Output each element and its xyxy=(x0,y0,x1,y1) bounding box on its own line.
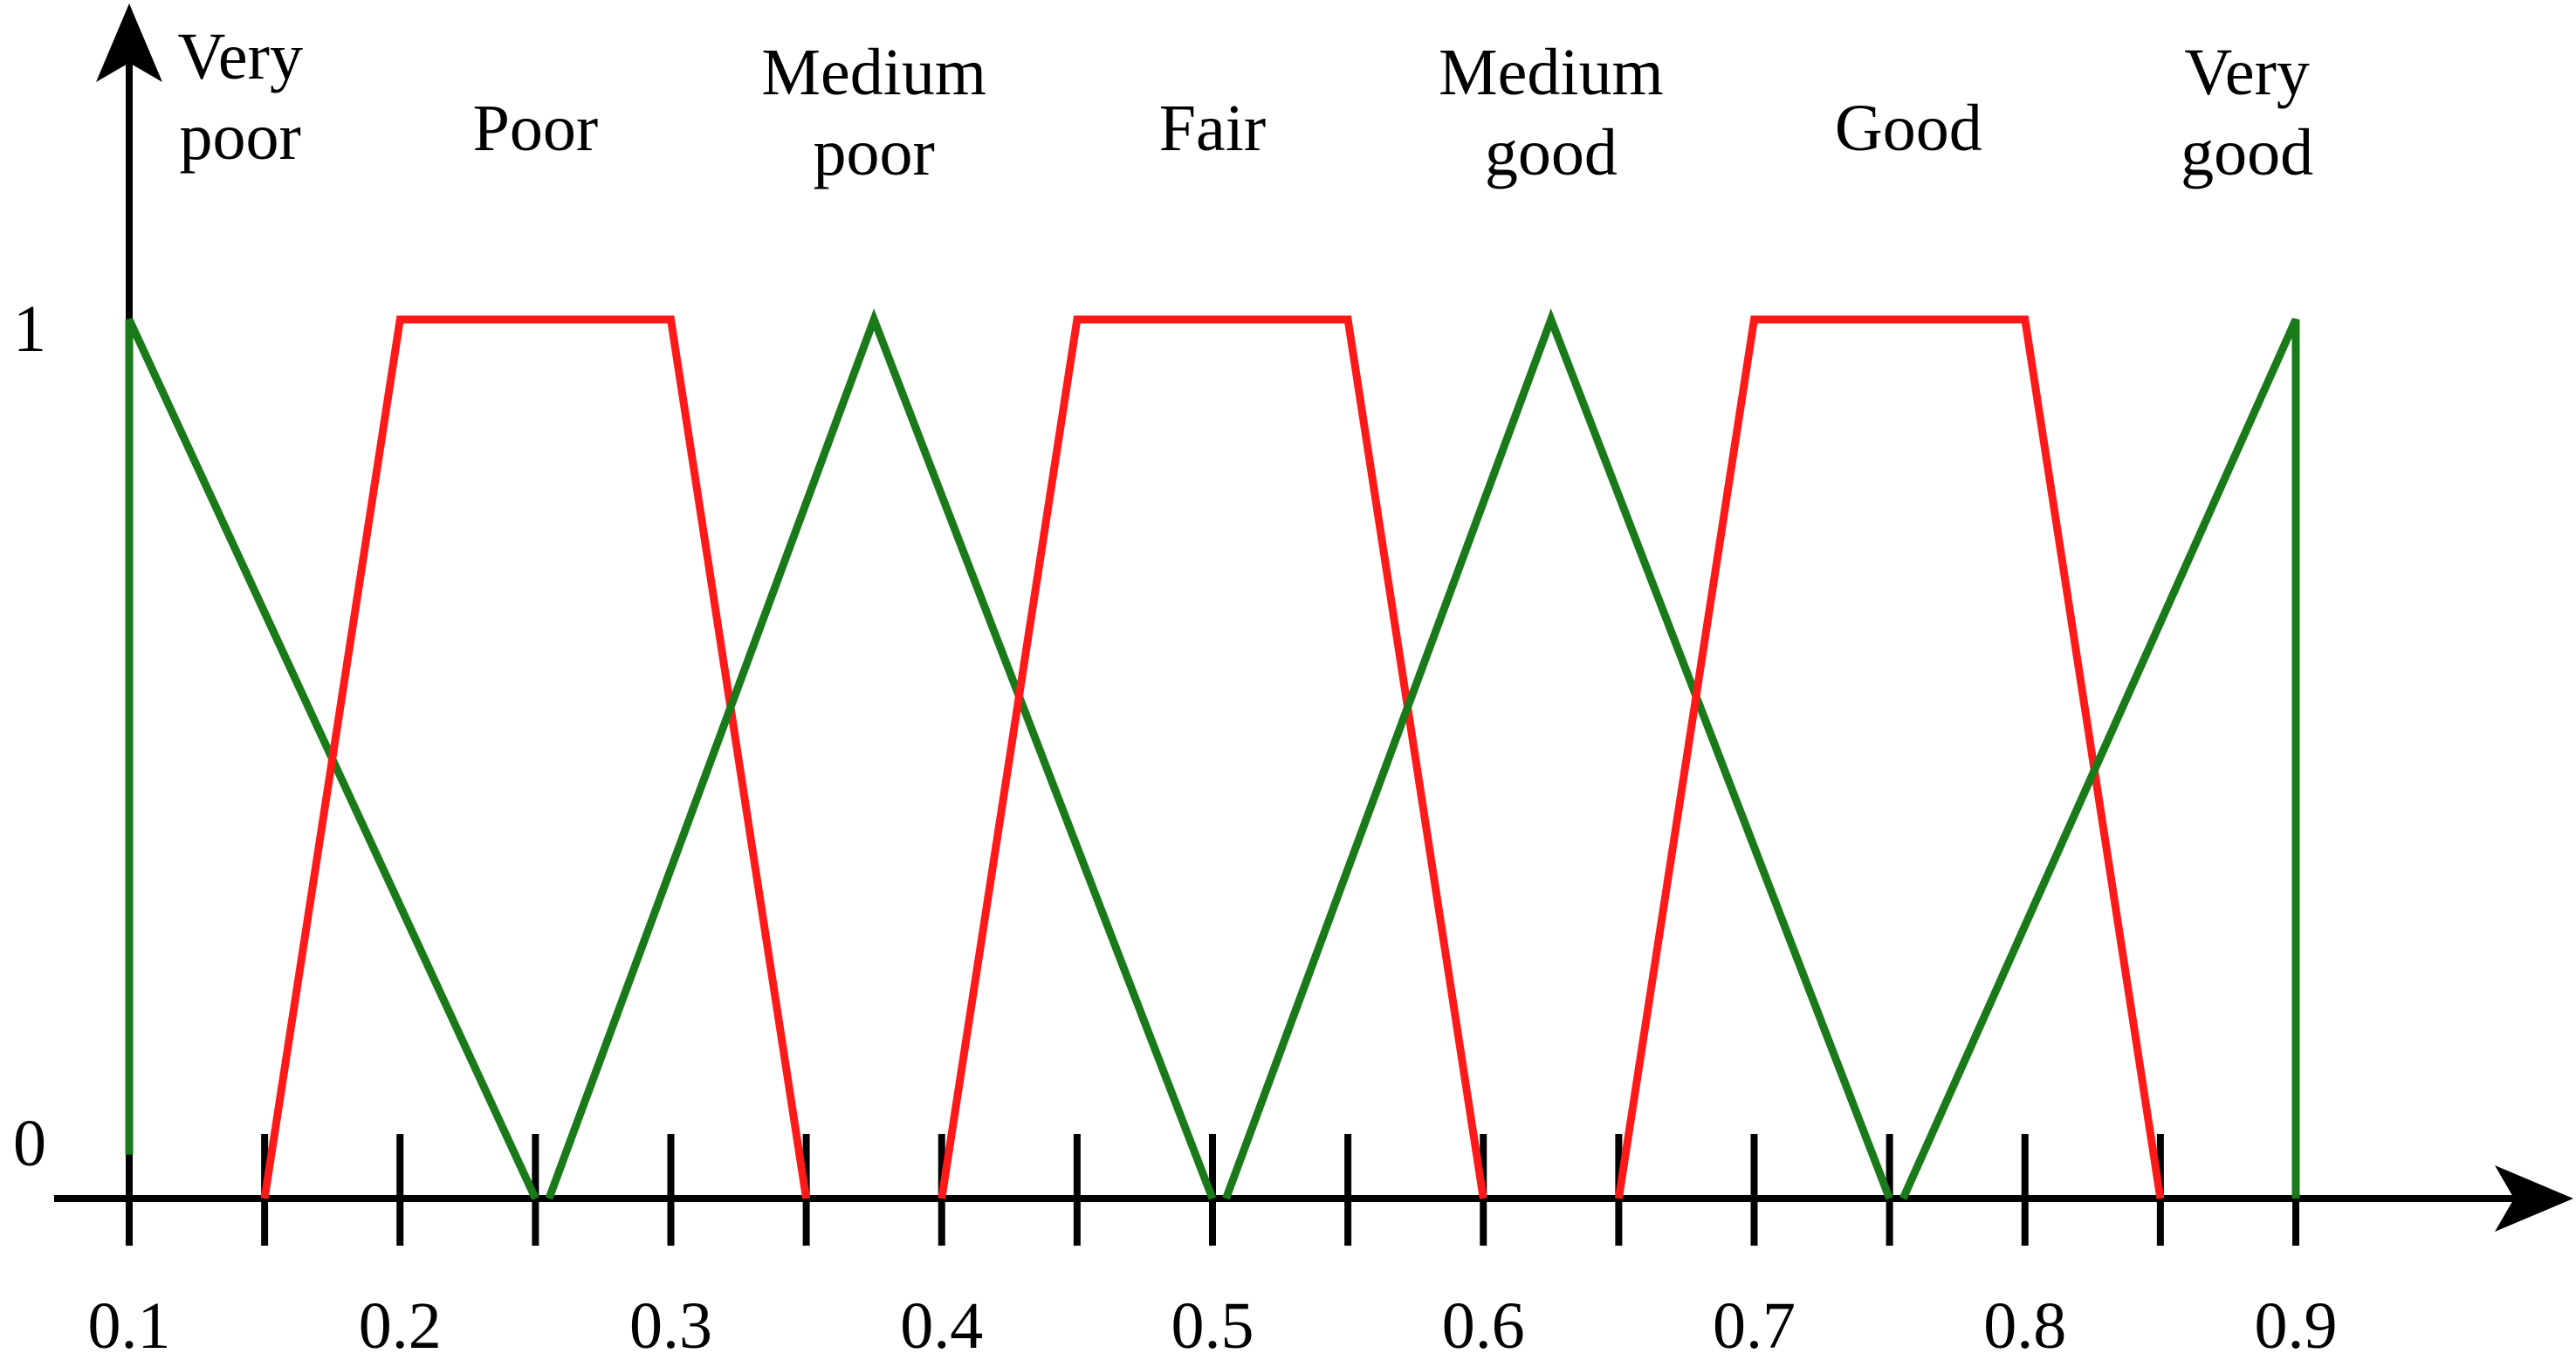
x-tick-label: 0.8 xyxy=(1983,1289,2066,1363)
series-fair-line xyxy=(938,315,1487,1199)
set-label-line: Very xyxy=(2184,36,2310,109)
x-tick-label: 0.2 xyxy=(359,1289,442,1363)
set-label: Fair xyxy=(1159,92,1266,165)
set-label-line: poor xyxy=(814,116,935,189)
set-label-line: Medium xyxy=(761,36,986,109)
series-poor-line xyxy=(260,315,811,1199)
x-tick-label: 0.9 xyxy=(2255,1289,2338,1363)
series-very-poor-line xyxy=(125,318,539,1200)
axes-group xyxy=(54,3,2573,1244)
set-label-line: Very xyxy=(177,20,303,93)
series-very-good-line xyxy=(1899,318,2300,1200)
x-tick-label: 0.1 xyxy=(88,1289,171,1363)
x-tick-label: 0.7 xyxy=(1713,1289,1796,1363)
y-axis-arrow xyxy=(96,3,162,82)
series-medium-good-line xyxy=(1222,308,1893,1200)
series-group xyxy=(125,308,2300,1200)
set-label-line: Medium xyxy=(1439,36,1664,109)
x-tick-label: 0.4 xyxy=(900,1289,983,1363)
set-label-line: good xyxy=(2181,116,2313,189)
y-tick-label: 1 xyxy=(13,292,46,366)
set-label: Good xyxy=(1835,92,1982,165)
x-tick-label: 0.3 xyxy=(629,1289,712,1363)
x-tick-label: 0.5 xyxy=(1171,1289,1254,1363)
x-axis-arrow xyxy=(2495,1165,2573,1232)
series-good-line xyxy=(1614,315,2165,1199)
set-label: Poor xyxy=(473,92,599,165)
set-label-line: poor xyxy=(180,100,301,174)
x-tick-label: 0.6 xyxy=(1442,1289,1525,1363)
series-medium-poor-line xyxy=(545,308,1217,1200)
y-tick-label: 0 xyxy=(13,1107,46,1180)
set-label-line: good xyxy=(1485,116,1618,189)
